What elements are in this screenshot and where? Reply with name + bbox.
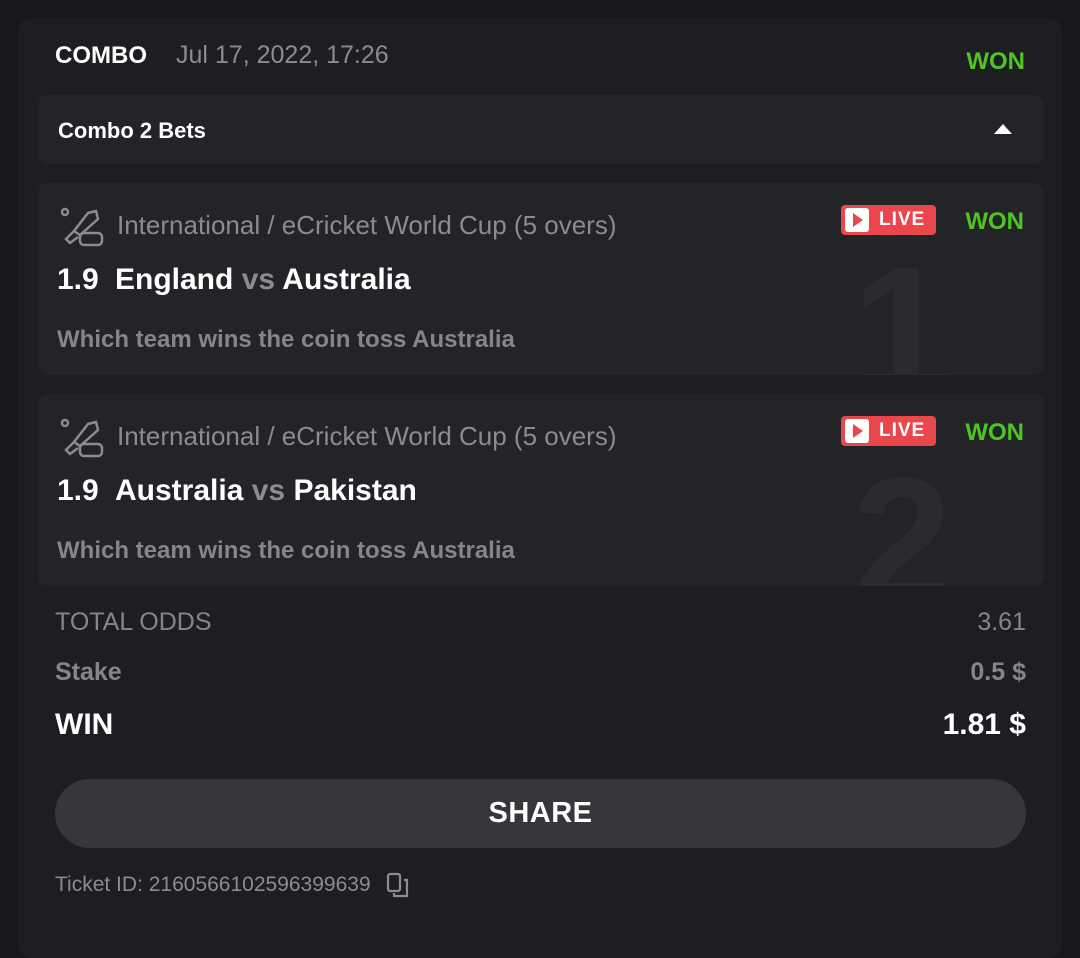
bet-item: 2 International / eCricket World Cup (5 … [38, 394, 1044, 586]
bet-status: WON [965, 208, 1024, 235]
league-name: International / eCricket World Cup (5 ov… [117, 421, 617, 451]
win-value: 1.81 $ [942, 708, 1026, 741]
total-odds-label: TOTAL ODDS [55, 608, 212, 636]
bet-ticket-card: COMBO Jul 17, 2022, 17:26 WON Combo 2 Be… [18, 18, 1062, 958]
win-row: WIN 1.81 $ [55, 708, 1026, 742]
league-name: International / eCricket World Cup (5 ov… [117, 210, 617, 240]
match-teams[interactable]: England vs Australia [115, 263, 411, 297]
ecricket-icon [60, 418, 104, 458]
match-teams[interactable]: Australia vs Pakistan [115, 474, 417, 508]
combo-toggle[interactable]: Combo 2 Bets [38, 95, 1044, 164]
stake-value: 0.5 $ [970, 658, 1026, 686]
bet-odds: 1.9 [57, 263, 99, 296]
combo-label: Combo 2 Bets [58, 118, 206, 143]
win-label: WIN [55, 708, 114, 741]
bet-index: 2 [851, 441, 952, 587]
ticket-id: Ticket ID: 2160566102596399639 [55, 872, 411, 898]
play-icon [845, 419, 869, 443]
copy-icon[interactable] [385, 872, 411, 898]
bet-date: Jul 17, 2022, 17:26 [176, 41, 389, 69]
total-odds-row: TOTAL ODDS 3.61 [55, 608, 1026, 637]
ecricket-icon [60, 207, 104, 247]
home-team: England [115, 263, 234, 296]
vs-label: vs [251, 474, 286, 507]
bet-market: Which team wins the coin toss Australia [57, 537, 515, 564]
live-badge: LIVE [841, 205, 936, 235]
play-icon [845, 208, 869, 232]
total-odds-value: 3.61 [977, 608, 1026, 636]
bet-index: 1 [851, 230, 952, 376]
away-team: Australia [282, 263, 411, 296]
share-button[interactable]: SHARE [55, 779, 1026, 848]
bet-status: WON [965, 419, 1024, 446]
caret-up-icon [994, 124, 1012, 134]
live-label: LIVE [879, 209, 926, 230]
stake-row: Stake 0.5 $ [55, 658, 1026, 687]
live-badge: LIVE [841, 416, 936, 446]
ticket-status: WON [966, 48, 1025, 75]
bet-odds: 1.9 [57, 474, 99, 507]
ticket-id-label: Ticket ID: 2160566102596399639 [55, 873, 371, 896]
bet-type: COMBO [55, 42, 147, 69]
stake-label: Stake [55, 658, 122, 686]
live-label: LIVE [879, 420, 926, 441]
vs-label: vs [241, 263, 276, 296]
home-team: Australia [115, 474, 244, 507]
bet-item: 1 International / eCricket World Cup (5 … [38, 183, 1044, 375]
bet-market: Which team wins the coin toss Australia [57, 326, 515, 353]
away-team: Pakistan [293, 474, 417, 507]
